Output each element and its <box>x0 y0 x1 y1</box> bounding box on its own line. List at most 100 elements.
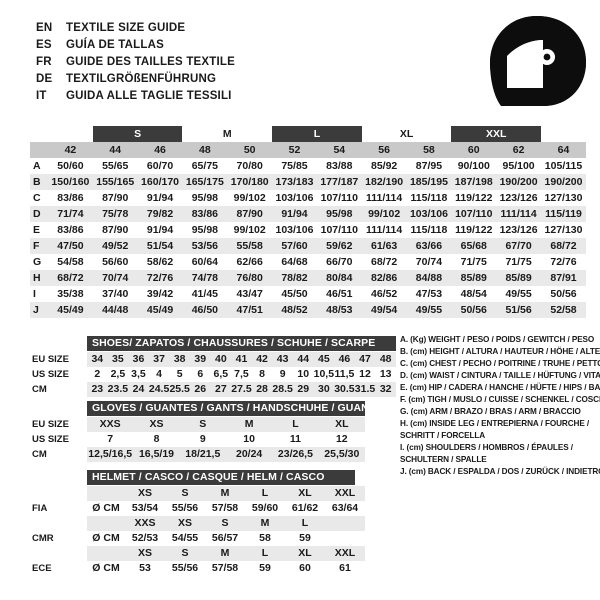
measurement-cell: 52/58 <box>541 302 586 318</box>
size-cell: XS <box>133 417 180 432</box>
measurement-cell: 41/45 <box>182 286 228 302</box>
size-number-corner <box>30 142 48 158</box>
measurement-cell: 79/82 <box>137 206 183 222</box>
title-text: GUIDA ALLE TAGLIE TESSILI <box>66 90 232 102</box>
legend-entry-line: J. (cm) BACK / ESPALDA / DOS / ZURÜCK / … <box>400 467 600 476</box>
measurement-row-label-e: E <box>30 222 48 238</box>
size-cell: 26 <box>189 382 211 397</box>
size-group-m: M <box>182 126 273 142</box>
measurement-row-label-f: F <box>30 238 48 254</box>
size-cell: 10,5 <box>313 367 335 382</box>
legend-entry-line: H. (cm) INSIDE LEG / ENTREPIERNA / FOURC… <box>400 419 590 428</box>
measurement-cell: 65/68 <box>451 238 497 254</box>
size-cell: 23.5 <box>107 382 129 397</box>
title-text: GUIDE DES TAILLES TEXTILE <box>66 56 235 68</box>
size-cell: 12 <box>318 432 365 447</box>
legend-entry-line: E. (cm) HIP / CADERA / HANCHE / HÜFTE / … <box>400 383 600 392</box>
measurement-cell: 46/51 <box>316 286 362 302</box>
racing-helmet-icon <box>483 14 588 114</box>
size-cell: 4 <box>148 367 170 382</box>
measurement-cell: 182/190 <box>361 174 407 190</box>
measurement-cell: 45/50 <box>272 286 317 302</box>
size-cell: 46 <box>334 352 355 367</box>
size-group-xxl: XXL <box>451 126 541 142</box>
measurement-cell: 111/114 <box>361 190 407 206</box>
measurement-cell: 62/66 <box>227 254 273 270</box>
size-cell: 58 <box>245 531 285 546</box>
measurement-cell: 87/95 <box>406 158 452 174</box>
measurement-cell: 85/92 <box>361 158 407 174</box>
table-row: CM 23 23.5 24 24.5 25.5 26 27 27.5 28 28.5 29 30 30.5… <box>30 382 396 397</box>
size-cell: 53 <box>125 561 165 576</box>
unit-label <box>87 516 125 531</box>
measurement-cell: 123/126 <box>496 190 541 206</box>
size-cell: 11,5 <box>334 367 355 382</box>
measurement-cell: 72/76 <box>137 270 183 286</box>
size-cell: 53/54 <box>125 501 165 516</box>
legend-entry-line: F. (cm) TIGH / MUSLO / CUISSE / SCHENKEL… <box>400 395 600 404</box>
measurement-cell: 55/58 <box>227 238 273 254</box>
size-cell: 55/56 <box>165 561 205 576</box>
size-cell: S <box>205 516 245 531</box>
title-text: TEXTILGRÖßENFÜHRUNG <box>66 73 217 85</box>
size-group-corner <box>30 126 48 142</box>
measurement-cell: 48/53 <box>316 302 362 318</box>
table-row: E 83/86 87/90 91/94 95/98 99/102 103/106 107/11… <box>30 222 586 238</box>
size-cell: 6,5 <box>210 367 232 382</box>
size-cell: 20/24 <box>225 447 273 462</box>
language-title-list: EN TEXTILE SIZE GUIDE ES GUÍA DE TALLAS FR GU… <box>36 22 235 107</box>
size-cell: 7 <box>87 432 134 447</box>
size-cell: XL <box>318 417 365 432</box>
measurement-cell: 68/72 <box>361 254 407 270</box>
table-row: I 35/38 37/40 39/42 41/45 43/47 45/50 46/51 46/5… <box>30 286 586 302</box>
size-cell: 48 <box>375 352 396 367</box>
title-language-code: EN <box>36 22 53 34</box>
legend-entry-line: I. (cm) SHOULDERS / HOMBROS / ÉPAULES / <box>400 443 573 452</box>
size-cell: 7,5 <box>231 367 252 382</box>
measurement-cell: 83/86 <box>182 206 228 222</box>
size-cell: M <box>245 516 285 531</box>
measurement-row-label-i: I <box>30 286 48 302</box>
measurement-cell: 170/180 <box>227 174 273 190</box>
measurement-cell: 78/82 <box>272 270 317 286</box>
measurement-cell: 70/80 <box>227 158 273 174</box>
size-cell: XXS <box>125 516 165 531</box>
size-cell: 60 <box>285 561 325 576</box>
size-cell: 38 <box>169 352 190 367</box>
measurement-cell: 115/118 <box>406 190 452 206</box>
measurement-cell: 105/115 <box>541 158 586 174</box>
title-text: TEXTILE SIZE GUIDE <box>66 22 186 34</box>
size-cell: 45 <box>313 352 335 367</box>
measurement-cell: 49/52 <box>92 238 138 254</box>
table-row: EU SIZE 34 35 36 37 38 39 40 41 42 43 44 45 46 47 48 <box>30 352 396 367</box>
size-number-56: 56 <box>361 142 407 158</box>
measurement-cell: 160/170 <box>137 174 183 190</box>
title-language-code: ES <box>36 39 52 51</box>
measurement-row-label-d: D <box>30 206 48 222</box>
title-text: GUÍA DE TALLAS <box>66 39 164 51</box>
size-cell: 59 <box>245 561 285 576</box>
size-number-60: 60 <box>451 142 497 158</box>
measurement-cell: 76/80 <box>227 270 273 286</box>
title-row: EN TEXTILE SIZE GUIDE <box>36 22 235 39</box>
measurement-cell: 165/175 <box>182 174 228 190</box>
measurement-cell: 127/130 <box>541 222 586 238</box>
size-cell <box>325 516 365 531</box>
table-row: FIA Ø CM 53/54 55/56 57/58 59/60 61/62 63/64 <box>30 501 365 516</box>
size-cell: 41 <box>231 352 252 367</box>
measurement-cell: 150/160 <box>48 174 93 190</box>
measurement-row-label-b: B <box>30 174 48 190</box>
measurement-row-label-c: C <box>30 190 48 206</box>
size-cell: S <box>165 486 205 501</box>
measurement-cell: 185/195 <box>406 174 452 190</box>
measurement-cell: 44/48 <box>92 302 138 318</box>
size-cell: 30 <box>313 382 335 397</box>
measurement-row-label-h: H <box>30 270 48 286</box>
gloves-table: EU SIZE XXS XS S M L XL US SIZE 7 8 9 10 11 12 CM 12,5/… <box>30 417 365 462</box>
table-row: D 71/74 75/78 79/82 83/86 87/90 91/94 95/98 99/1… <box>30 206 586 222</box>
size-cell: 23/26,5 <box>272 447 319 462</box>
size-cell: 39 <box>189 352 211 367</box>
unit-label: Ø CM <box>87 501 125 516</box>
size-cell: 31.5 <box>354 382 376 397</box>
unit-label <box>87 546 125 561</box>
